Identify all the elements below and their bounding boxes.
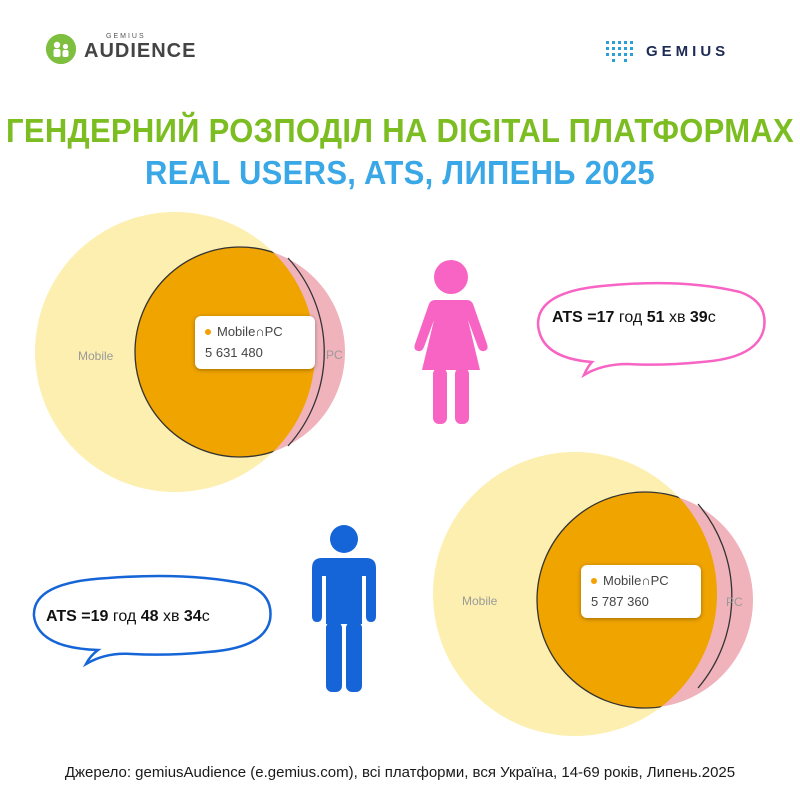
audience-people-icon (46, 34, 76, 64)
source-footnote: Джерело: gemiusAudience (e.gemius.com), … (64, 764, 736, 781)
brand-big-text: AUDIENCE (84, 39, 197, 62)
male-ats-minutes: 48 (140, 608, 159, 625)
female-venn-diagram (35, 212, 345, 492)
female-tooltip-label: Mobile∩PC (217, 324, 283, 339)
female-ats-text: ATS =17 год 51 хв 39с (552, 309, 716, 327)
male-venn-label-pc: PC (726, 595, 743, 609)
male-ats-prefix: ATS = (46, 608, 91, 625)
female-venn-label-mobile: Mobile (78, 349, 114, 363)
female-tooltip-value: 5 631 480 (205, 345, 263, 360)
female-ats-minutes-unit: хв (668, 309, 686, 326)
male-figure-icon (312, 525, 376, 692)
series-dot-icon (205, 328, 211, 335)
female-ats-bubble (536, 281, 766, 379)
gemius-logo: GEMIUS (606, 40, 729, 62)
gemius-logo-text: GEMIUS (646, 42, 730, 60)
male-tooltip-value: 5 787 360 (591, 594, 649, 609)
series-dot-icon (591, 577, 597, 584)
page-subtitle: REAL USERS, ATS, ЛИПЕНЬ 2025 (145, 153, 655, 192)
female-ats-hours: 17 (596, 309, 615, 326)
page-title: ГЕНДЕРНИЙ РОЗПОДІЛ НА DIGITAL ПЛАТФОРМАХ (6, 111, 794, 150)
male-ats-bubble (32, 574, 272, 668)
female-ats-seconds: 39 (689, 309, 708, 326)
brand-small-text: GEMIUS (106, 32, 146, 40)
gemius-dots-icon (606, 41, 633, 62)
female-ats-seconds-unit: с (707, 309, 716, 326)
male-ats-minutes-unit: хв (162, 608, 180, 625)
female-figure-icon (414, 260, 488, 424)
female-venn-label-pc: PC (326, 348, 343, 362)
male-venn-label-mobile: Mobile (462, 594, 498, 608)
female-ats-hours-unit: год (618, 309, 643, 326)
male-ats-hours-unit: год (112, 608, 137, 625)
male-ats-seconds: 34 (183, 608, 202, 625)
female-ats-minutes: 51 (646, 309, 665, 326)
gemius-audience-logo: GEMIUS AUDIENCE (46, 32, 196, 66)
female-venn-tooltip: Mobile∩PC 5 631 480 (195, 316, 315, 369)
female-ats-prefix: ATS = (552, 309, 597, 326)
male-ats-text: ATS =19 год 48 хв 34с (46, 608, 210, 626)
male-venn-tooltip: Mobile∩PC 5 787 360 (581, 565, 701, 618)
male-ats-hours: 19 (90, 608, 109, 625)
male-tooltip-label: Mobile∩PC (603, 573, 669, 588)
male-ats-seconds-unit: с (201, 608, 210, 625)
